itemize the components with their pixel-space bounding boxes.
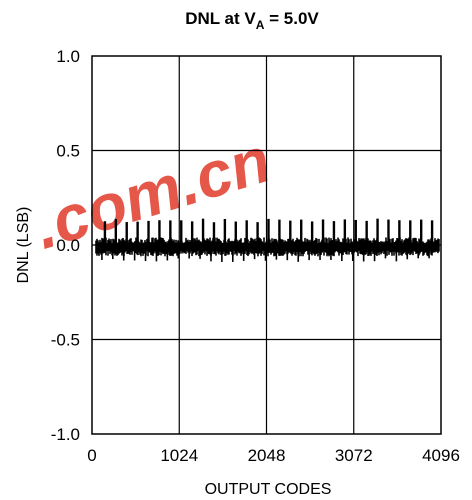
chart-title: DNL at VA = 5.0V: [185, 9, 319, 32]
y-tick-label: 0.0: [56, 236, 80, 255]
y-tick-labels: 1.0 0.5 0.0 -0.5 -1.0: [51, 47, 80, 444]
x-tick-label: 2048: [248, 446, 286, 465]
x-axis-label: OUTPUT CODES: [205, 481, 332, 498]
x-tick-label: 4096: [422, 446, 460, 465]
y-tick-label: 0.5: [56, 142, 80, 161]
dnl-series: [95, 218, 440, 262]
y-tick-label: 1.0: [56, 47, 80, 66]
y-axis-label: DNL (LSB): [15, 207, 32, 284]
x-tick-label: 1024: [160, 446, 198, 465]
x-tick-label: 3072: [335, 446, 373, 465]
y-tick-label: -0.5: [51, 331, 80, 350]
chart-title-subscript: A: [256, 18, 265, 32]
y-tick-label: -1.0: [51, 425, 80, 444]
x-tick-label: 0: [87, 446, 96, 465]
x-tick-labels: 0 1024 2048 3072 4096: [87, 446, 460, 465]
chart-title-prefix: DNL at V: [185, 9, 256, 28]
chart-title-suffix: = 5.0V: [264, 9, 319, 28]
